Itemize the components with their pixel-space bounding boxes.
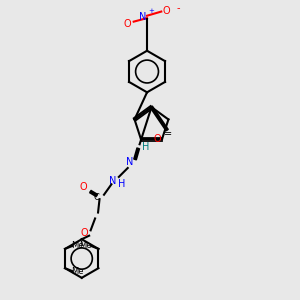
Text: H: H [118,179,125,189]
Text: C: C [94,193,100,202]
Text: +: + [148,8,154,14]
Text: O: O [80,182,87,192]
Text: O: O [163,6,170,16]
Text: H: H [142,142,149,152]
Text: N: N [125,157,133,167]
Text: O: O [124,19,131,29]
Text: =: = [164,129,172,139]
Text: Me: Me [70,267,83,276]
Text: O: O [154,134,161,144]
Text: O: O [81,228,88,238]
Text: N: N [109,176,117,186]
Text: -: - [176,3,180,13]
Text: Me: Me [80,242,92,250]
Text: Me: Me [70,242,83,250]
Text: N: N [139,12,146,22]
